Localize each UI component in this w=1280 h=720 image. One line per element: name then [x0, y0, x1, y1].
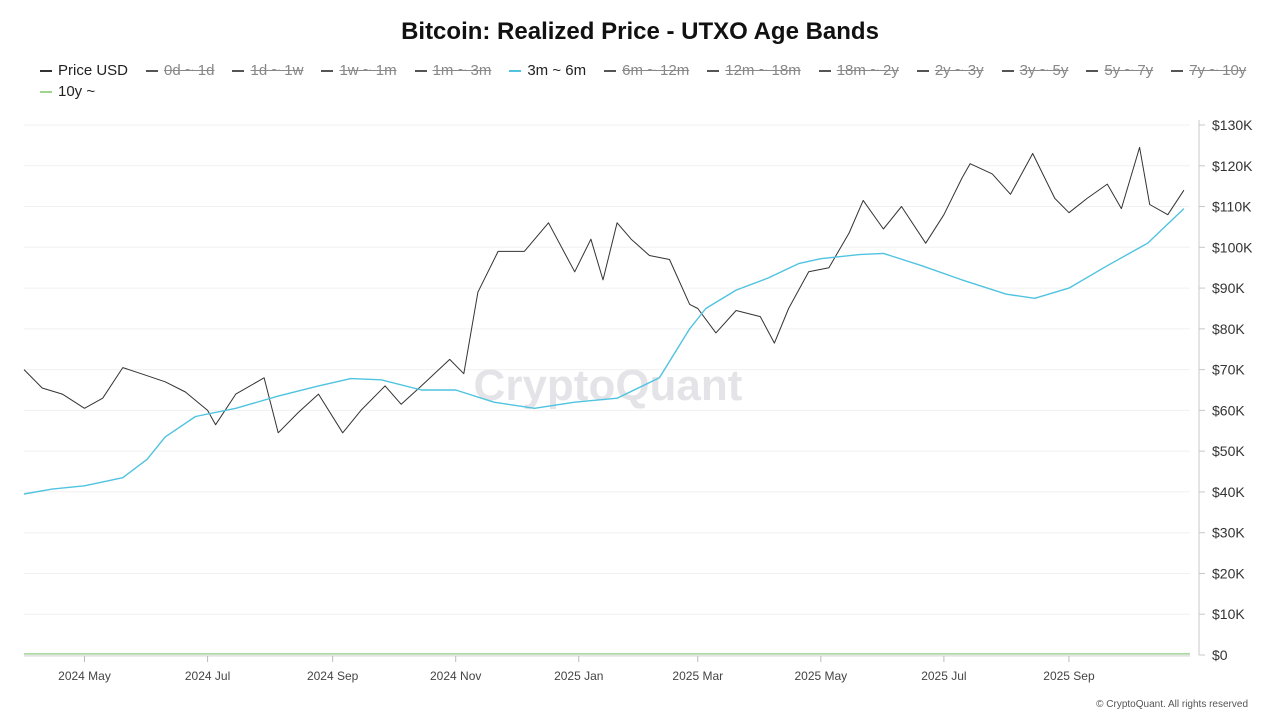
x-tick-label: 2024 Sep — [307, 669, 359, 683]
series-line — [23, 208, 1185, 495]
y-tick-label: $130K — [1212, 117, 1253, 133]
x-tick-label: 2025 Jan — [554, 669, 603, 683]
grid-lines — [24, 124, 1190, 656]
legend-item[interactable]: 7y ~ 10y — [1171, 62, 1246, 79]
legend-swatch — [146, 69, 159, 72]
legend-label: 10y ~ — [58, 83, 96, 100]
legend-item[interactable]: 6m ~ 12m — [604, 62, 689, 79]
legend-swatch — [414, 69, 427, 72]
y-tick-label: $100K — [1212, 239, 1253, 255]
legend-label: 18m ~ 2y — [836, 62, 899, 79]
series-line — [23, 146, 1185, 434]
legend-item[interactable]: 3m ~ 6m — [509, 62, 586, 79]
legend-item[interactable]: 1d ~ 1w — [232, 62, 303, 79]
legend-item[interactable]: 2y ~ 3y — [916, 62, 984, 79]
y-tick-label: $20K — [1212, 565, 1245, 581]
legend-label: 0d ~ 1d — [164, 62, 215, 79]
legend-item[interactable]: 3y ~ 5y — [1001, 62, 1069, 79]
y-tick-label: $40K — [1212, 484, 1245, 500]
legend-label: 12m ~ 18m — [725, 62, 801, 79]
x-tick-label: 2024 May — [58, 669, 111, 683]
legend-label: 5y ~ 7y — [1104, 62, 1154, 79]
legend-label: 3y ~ 5y — [1019, 62, 1069, 79]
legend-label: Price USD — [58, 62, 129, 79]
legend-item[interactable]: Price USD — [40, 62, 128, 79]
legend-swatch — [509, 69, 522, 72]
legend-label: 3m ~ 6m — [527, 62, 587, 79]
chart-title: Bitcoin: Realized Price - UTXO Age Bands — [401, 18, 879, 45]
y-tick-label: $90K — [1212, 280, 1245, 296]
legend-item[interactable]: 1w ~ 1m — [321, 62, 397, 79]
legend-swatch — [40, 90, 52, 93]
legend-label: 7y ~ 10y — [1189, 62, 1247, 79]
series-lines — [23, 146, 1190, 655]
x-tick-label: 2024 Jul — [185, 669, 230, 683]
legend-swatch — [916, 69, 929, 72]
x-tick-label: 2024 Nov — [430, 669, 481, 683]
legend-label: 2y ~ 3y — [934, 62, 984, 79]
x-tick-label: 2025 Jul — [921, 669, 966, 683]
y-tick-label: $70K — [1212, 362, 1245, 378]
y-tick-label: $60K — [1212, 402, 1245, 418]
legend-label: 1w ~ 1m — [339, 62, 397, 79]
axes: $0 $10K $20K $30K $40K $50K $60K $70K $80K $90K $1… — [24, 117, 1253, 683]
legend-swatch — [40, 69, 52, 72]
copyright-notice: © CryptoQuant. All rights reserved — [1096, 699, 1248, 710]
chart-legend: Price USD 0d ~ 1d 1d ~ 1w 1w ~ 1m 1m ~ 3m 3m … — [40, 62, 1250, 100]
legend-item[interactable]: 12m ~ 18m — [707, 62, 801, 79]
y-tick-label: $10K — [1212, 606, 1245, 622]
legend-item[interactable]: 5y ~ 7y — [1086, 62, 1153, 79]
legend-swatch — [1001, 69, 1014, 72]
y-tick-label: $30K — [1212, 525, 1245, 541]
y-tick-label: $0 — [1212, 647, 1228, 663]
y-tick-label: $50K — [1212, 443, 1245, 459]
legend-swatch — [818, 69, 831, 72]
legend-swatch — [1171, 69, 1184, 72]
legend-item[interactable]: 1m ~ 3m — [414, 62, 492, 79]
legend-swatch — [1086, 69, 1099, 72]
legend-swatch — [707, 69, 720, 72]
legend-item[interactable]: 0d ~ 1d — [146, 62, 214, 79]
x-tick-label: 2025 Sep — [1043, 669, 1095, 683]
watermark-text: CryptoQuant — [474, 361, 743, 410]
legend-item[interactable]: 18m ~ 2y — [818, 62, 899, 79]
legend-label: 1m ~ 3m — [432, 62, 492, 79]
y-tick-label: $80K — [1212, 321, 1245, 337]
legend-label: 1d ~ 1w — [250, 62, 304, 79]
legend-swatch — [232, 69, 245, 72]
x-tick-label: 2025 Mar — [672, 669, 723, 683]
y-tick-label: $120K — [1212, 158, 1253, 174]
legend-swatch — [604, 69, 617, 72]
y-tick-label: $110K — [1212, 199, 1252, 215]
legend-swatch — [321, 69, 334, 72]
x-tick-label: 2025 May — [794, 669, 847, 683]
legend-item[interactable]: 10y ~ — [40, 83, 95, 100]
legend-label: 6m ~ 12m — [622, 62, 690, 79]
